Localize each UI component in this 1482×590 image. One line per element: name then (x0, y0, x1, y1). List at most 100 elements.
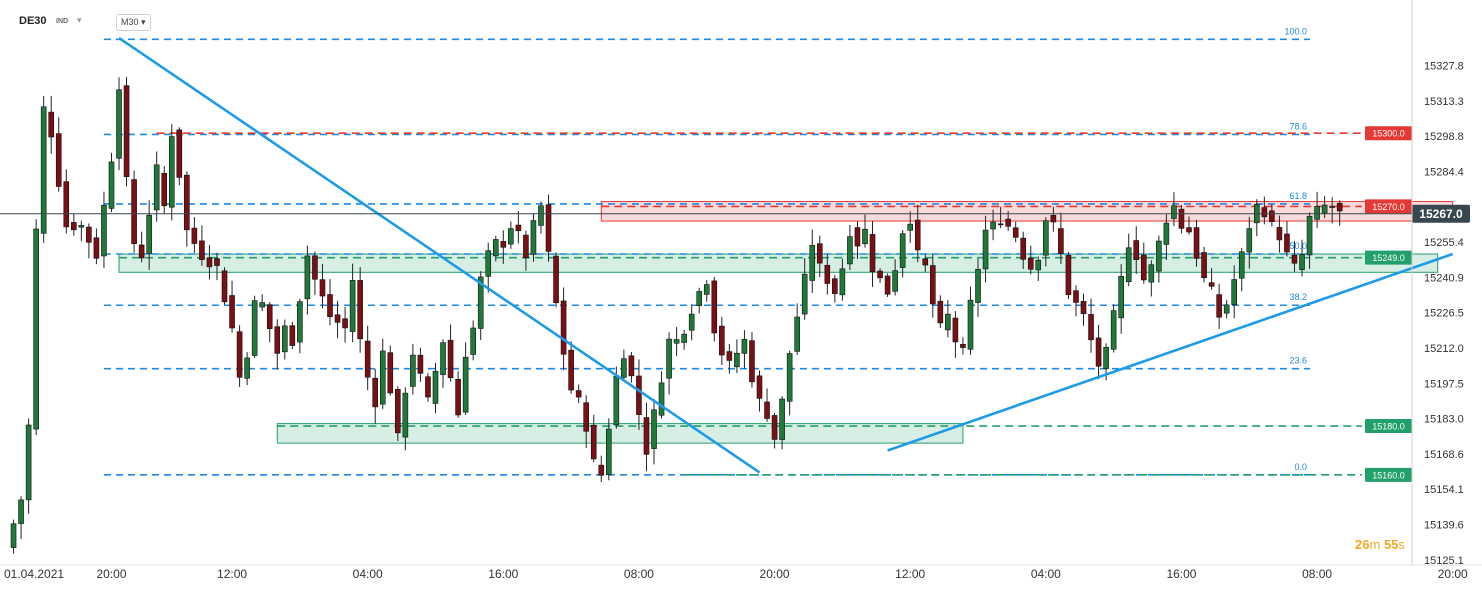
fib-label-0.0: 0.0 (1294, 462, 1307, 472)
candle-body-12 (93, 237, 100, 259)
candle-body-66 (500, 241, 507, 248)
candle-body-157 (1186, 227, 1192, 233)
candle-body-136 (1027, 257, 1034, 270)
key-levels-layer: 15300.0 15270.0 15249.0 15180.0 15160.0 (119, 126, 1412, 482)
candle-body-17 (131, 179, 137, 245)
time-axis[interactable]: 01.04.2021 20:00 12:00 04:00 16:00 08:00 20:00… (0, 564, 1482, 581)
candle-body-91 (688, 313, 695, 331)
candle-body-176 (1329, 206, 1335, 208)
candle-body-84 (636, 375, 642, 415)
countdown-minutes-unit: m (1369, 537, 1381, 552)
y-tick-15240.9: 15240.9 (1424, 272, 1464, 284)
candle-body-7 (55, 133, 62, 187)
candle-body-70 (530, 220, 537, 255)
x-tick-11: 20:00 (1438, 567, 1468, 581)
candle-body-130 (982, 229, 989, 270)
candle-body-159 (1201, 252, 1207, 279)
y-tick-15298.8: 15298.8 (1424, 131, 1464, 143)
candle-body-177 (1336, 202, 1343, 212)
candle-body-154 (1163, 222, 1170, 245)
candle-body-48 (364, 340, 371, 378)
candle-body-43 (327, 294, 333, 318)
candle-body-104 (786, 353, 793, 402)
symbol-label[interactable]: DE30 (19, 15, 47, 27)
candle-body-152 (1148, 264, 1155, 283)
candle-body-51 (387, 352, 394, 394)
candle-body-3 (25, 424, 32, 501)
candle-body-134 (1012, 227, 1019, 238)
candle-body-33 (251, 300, 258, 356)
fib-label-38.2: 38.2 (1289, 292, 1307, 302)
candle-body-71 (538, 205, 544, 226)
candle-body-127 (960, 343, 966, 348)
countdown-minutes: 26 (1355, 537, 1370, 552)
candle-body-99 (749, 340, 755, 383)
trendline-1 (887, 252, 1454, 452)
candle-body-41 (312, 255, 318, 280)
candle-body-103 (779, 398, 785, 440)
key-level-tag-15300.0 (1365, 126, 1412, 141)
candle-body-168 (1269, 210, 1275, 223)
candle-body-102 (771, 415, 778, 440)
x-tick-5: 08:00 (624, 567, 654, 581)
candle-body-6 (48, 111, 55, 138)
trendline-0 (118, 36, 761, 474)
candle-body-162 (1223, 304, 1230, 314)
candle-body-109 (824, 264, 831, 284)
x-tick-2: 12:00 (217, 567, 247, 581)
candle-body-72 (545, 204, 552, 252)
candle-body-18 (138, 244, 145, 259)
candle-body-42 (319, 279, 326, 297)
candle-body-147 (1110, 310, 1117, 350)
y-tick-15313.3: 15313.3 (1424, 96, 1464, 108)
symbol-dropdown-chevron-icon[interactable]: ▾ (77, 15, 82, 25)
candle-body-52 (395, 389, 401, 434)
candle-body-47 (357, 280, 363, 340)
support-zone-2 (276, 423, 964, 444)
candle-body-54 (410, 354, 416, 387)
candle-body-131 (990, 221, 996, 230)
candle-body-75 (568, 349, 574, 391)
candle-body-10 (78, 225, 85, 228)
candle-body-174 (1314, 206, 1320, 220)
x-tick-3: 04:00 (353, 567, 383, 581)
candle-body-2 (18, 499, 24, 524)
y-tick-15183.0: 15183.0 (1424, 414, 1464, 426)
candle-body-80 (605, 428, 612, 475)
candle-body-129 (975, 268, 981, 303)
candle-body-73 (553, 255, 559, 304)
y-tick-15168.6: 15168.6 (1424, 449, 1464, 461)
candle-body-164 (1238, 251, 1245, 279)
candle-body-27 (206, 257, 213, 268)
key-level-tag-15180.0 (1365, 419, 1412, 434)
candle-body-85 (643, 417, 650, 455)
candle-body-90 (681, 333, 687, 343)
y-tick-15284.4: 15284.4 (1424, 166, 1464, 178)
candle-body-113 (854, 227, 861, 247)
candle-body-88 (666, 338, 672, 379)
instrument-class-label: IND (56, 18, 69, 25)
candle-body-98 (741, 338, 748, 354)
price-axis[interactable]: 15327.8 15313.3 15298.8 15284.4 15255.4 15240… (1411, 0, 1464, 567)
candle-body-171 (1291, 254, 1298, 264)
current-price-layer: 15267.0 (0, 204, 1470, 223)
fib-label-100.0: 100.0 (1284, 26, 1307, 36)
candle-body-82 (621, 358, 627, 378)
candle-body-4 (33, 228, 39, 430)
candle-body-117 (884, 275, 891, 295)
candle-body-124 (937, 300, 944, 324)
candle-body-146 (1103, 346, 1109, 369)
candle-body-135 (1020, 237, 1027, 260)
timeframe-selector[interactable]: M30 ▾ (116, 14, 151, 31)
candle-body-61 (462, 356, 469, 413)
current-price-tag (1412, 204, 1470, 223)
candle-body-100 (756, 375, 763, 399)
candle-body-145 (1095, 337, 1102, 367)
candle-body-141 (1065, 255, 1072, 296)
y-tick-15327.8: 15327.8 (1424, 60, 1464, 72)
candle-body-49 (372, 377, 379, 408)
candle-body-79 (598, 464, 605, 476)
candle-body-173 (1306, 215, 1313, 256)
candle-body-37 (281, 325, 288, 353)
